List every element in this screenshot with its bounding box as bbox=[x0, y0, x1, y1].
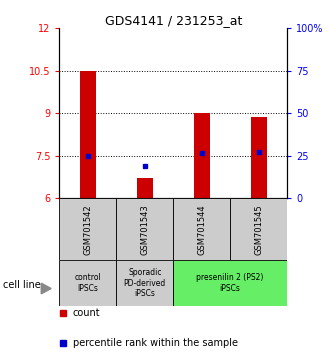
Text: Sporadic
PD-derived
iPSCs: Sporadic PD-derived iPSCs bbox=[124, 268, 166, 298]
Text: count: count bbox=[73, 308, 100, 318]
Text: GSM701545: GSM701545 bbox=[254, 204, 263, 255]
Bar bbox=[59, 198, 116, 260]
Polygon shape bbox=[41, 283, 51, 294]
Bar bbox=[251, 117, 267, 198]
Bar bbox=[116, 198, 173, 260]
Text: percentile rank within the sample: percentile rank within the sample bbox=[73, 338, 238, 348]
Text: GSM701543: GSM701543 bbox=[140, 204, 149, 255]
Text: presenilin 2 (PS2)
iPSCs: presenilin 2 (PS2) iPSCs bbox=[196, 274, 264, 293]
Bar bbox=[230, 198, 287, 260]
Title: GDS4141 / 231253_at: GDS4141 / 231253_at bbox=[105, 14, 242, 27]
Bar bbox=[116, 260, 173, 306]
Bar bbox=[80, 71, 96, 198]
Text: GSM701542: GSM701542 bbox=[83, 204, 92, 255]
Bar bbox=[137, 178, 153, 198]
Text: control
IPSCs: control IPSCs bbox=[75, 274, 101, 293]
Bar bbox=[173, 198, 230, 260]
Bar bbox=[59, 260, 116, 306]
Bar bbox=[173, 260, 287, 306]
Bar bbox=[194, 113, 210, 198]
Text: GSM701544: GSM701544 bbox=[197, 204, 206, 255]
Text: cell line: cell line bbox=[3, 280, 41, 290]
